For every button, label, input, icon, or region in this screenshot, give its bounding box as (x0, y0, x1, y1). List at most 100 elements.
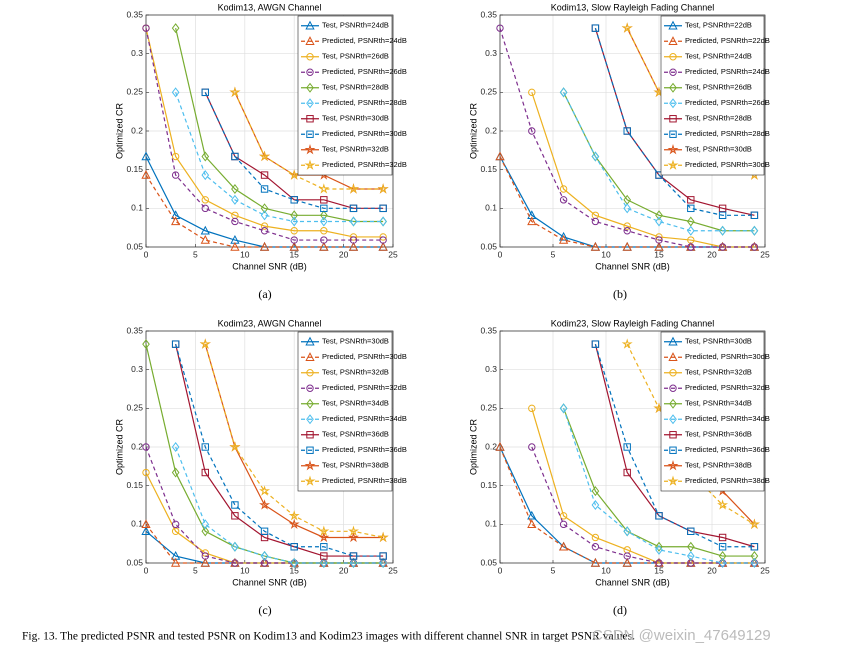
marker (289, 241, 299, 251)
marker (260, 222, 269, 230)
legend-label: Predicted, PSNRth=26dB (322, 67, 407, 76)
chart-title: Kodim23, Slow Rayleigh Fading Channel (551, 318, 715, 328)
marker (231, 501, 239, 509)
marker (260, 551, 269, 562)
marker (229, 86, 241, 97)
legend-label: Test, PSNRth=38dB (685, 461, 752, 470)
series-line (175, 92, 384, 223)
series-line (531, 446, 755, 564)
marker (231, 194, 239, 205)
y-tick-label: 0.2 (485, 125, 497, 135)
marker (231, 512, 239, 520)
marker (718, 243, 727, 251)
marker (200, 557, 210, 567)
marker (591, 533, 600, 542)
marker (718, 533, 727, 542)
marker (527, 519, 537, 529)
marker (290, 236, 298, 244)
chart: 0.05 0.1 0.15 0.2 0.25 0.3 0.35 0 5 10 15 20 25 Kodim… (114, 318, 406, 616)
marker (348, 525, 359, 536)
marker (623, 222, 631, 230)
marker (290, 227, 298, 235)
marker (528, 88, 536, 97)
chart: 0.05 0.1 0.15 0.2 0.25 0.3 0.35 0 5 10 15 20 25 Kodim… (468, 2, 770, 300)
y-tick-label: 0.35 (480, 325, 497, 335)
marker (201, 170, 210, 181)
marker (201, 443, 209, 451)
marker (669, 398, 677, 409)
marker (320, 552, 328, 560)
marker (231, 217, 239, 226)
series-line (563, 92, 755, 232)
marker (655, 236, 663, 244)
marker (669, 130, 677, 138)
x-tick-label: 15 (289, 565, 299, 575)
marker (259, 150, 271, 162)
marker (718, 551, 727, 562)
marker (305, 352, 315, 361)
marker (669, 414, 677, 425)
marker (320, 227, 328, 235)
marker (668, 36, 678, 45)
marker (348, 241, 359, 251)
legend-label: Predicted, PSNRth=30dB (685, 160, 770, 169)
y-tick-label: 0.3 (131, 364, 143, 374)
marker (623, 203, 632, 214)
series-line (145, 523, 384, 564)
legend-label: Test, PSNRth=24dB (322, 21, 389, 30)
x-tick-label: 5 (193, 565, 198, 575)
subfigure-label: (c) (258, 603, 271, 617)
marker (686, 541, 695, 552)
x-tick-label: 0 (498, 249, 503, 259)
marker (379, 216, 387, 227)
x-tick-label: 10 (601, 565, 611, 575)
y-tick-label: 0.2 (131, 441, 143, 451)
series-line (499, 27, 755, 248)
marker (669, 68, 677, 76)
y-tick-label: 0.15 (480, 480, 497, 490)
marker (290, 196, 298, 204)
marker (559, 403, 568, 414)
x-tick-label: 25 (388, 249, 398, 259)
marker (622, 557, 632, 567)
series-line (499, 156, 755, 248)
marker (320, 543, 328, 551)
marker (349, 552, 358, 560)
legend-label: Test, PSNRth=32dB (685, 368, 752, 377)
marker (306, 446, 314, 454)
legend-label: Predicted, PSNRth=22dB (685, 36, 770, 45)
series-line (499, 156, 755, 248)
y-axis-label: Optimized CR (114, 102, 124, 159)
x-tick-label: 25 (760, 249, 770, 259)
marker (320, 216, 328, 227)
marker (319, 241, 329, 251)
series-line (531, 92, 755, 248)
series-line (175, 28, 384, 223)
legend-label: Test, PSNRth=36dB (322, 430, 389, 439)
marker (201, 151, 210, 162)
marker (201, 204, 209, 213)
legend-label: Predicted, PSNRth=30dB (322, 129, 407, 138)
y-tick-label: 0.05 (480, 241, 497, 251)
marker (687, 243, 695, 251)
x-tick-label: 20 (339, 565, 349, 575)
marker (379, 552, 387, 560)
marker (717, 499, 729, 510)
marker (288, 518, 300, 529)
legend-label: Test, PSNRth=28dB (322, 83, 389, 92)
marker (288, 510, 300, 521)
legend-label: Predicted, PSNRth=30dB (685, 352, 770, 361)
marker (687, 204, 695, 213)
marker (231, 559, 239, 567)
x-tick-label: 20 (707, 249, 717, 259)
legend-label: Test, PSNRth=32dB (322, 368, 389, 377)
marker (623, 552, 631, 560)
marker (718, 225, 727, 236)
marker (260, 185, 269, 193)
marker (142, 443, 150, 451)
marker (527, 510, 537, 520)
x-tick-label: 10 (240, 249, 250, 259)
marker (590, 241, 601, 251)
chart: 0.05 0.1 0.15 0.2 0.25 0.3 0.35 0 5 10 15 20 25 Kodim… (468, 318, 770, 616)
legend-label: Predicted, PSNRth=28dB (685, 129, 770, 138)
